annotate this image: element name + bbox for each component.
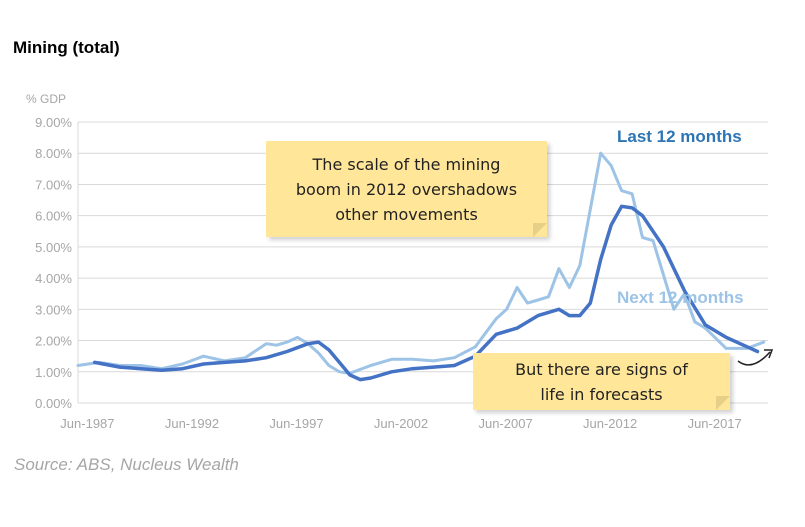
series-label-next-12-months: Next 12 months [617, 288, 744, 307]
y-tick-label: 4.00% [35, 271, 72, 286]
y-axis-label: % GDP [26, 92, 66, 106]
y-tick-label: 8.00% [35, 146, 72, 161]
annotation-forecasts-text: But there are signs of life in forecasts [515, 359, 688, 404]
page-fold-icon [533, 223, 547, 237]
annotation-forecasts: But there are signs of life in forecasts [473, 353, 730, 410]
series-line-next-12-months [76, 151, 766, 375]
x-tick-label: Jun-2007 [478, 416, 532, 431]
y-tick-label: 7.00% [35, 177, 72, 192]
x-tick-label: Jun-1987 [60, 416, 114, 431]
curved-arrow-icon [737, 351, 771, 366]
y-tick-label: 1.00% [35, 365, 72, 380]
x-tick-label: Jun-2017 [688, 416, 742, 431]
x-tick-label: Jun-1997 [269, 416, 323, 431]
source-note: Source: ABS, Nucleus Wealth [14, 455, 239, 474]
y-axis-ticks: 0.00% 1.00% 2.00% 3.00% 4.00% 5.00% 6.00% 7.00%… [35, 115, 72, 411]
chart-title: Mining (total) [13, 38, 120, 57]
series-label-last-12-months: Last 12 months [617, 127, 742, 146]
x-tick-label: Jun-1992 [165, 416, 219, 431]
y-tick-label: 2.00% [35, 334, 72, 349]
y-tick-label: 0.00% [35, 396, 72, 411]
y-tick-label: 5.00% [35, 240, 72, 255]
x-axis-ticks: Jun-1987 Jun-1992 Jun-1997 Jun-2002 Jun-2007… [60, 416, 741, 431]
annotation-mining-boom: The scale of the mining boom in 2012 ove… [266, 141, 547, 237]
annotation-mining-boom-text: The scale of the mining boom in 2012 ove… [295, 154, 518, 224]
y-tick-label: 3.00% [35, 302, 72, 317]
series-line-last-12-months [92, 204, 760, 382]
y-tick-label: 9.00% [35, 115, 72, 130]
x-tick-label: Jun-2012 [583, 416, 637, 431]
chart-series [76, 151, 766, 382]
page-fold-icon [716, 396, 730, 410]
x-tick-label: Jun-2002 [374, 416, 428, 431]
arrowhead-icon [764, 349, 774, 359]
y-tick-label: 6.00% [35, 209, 72, 224]
